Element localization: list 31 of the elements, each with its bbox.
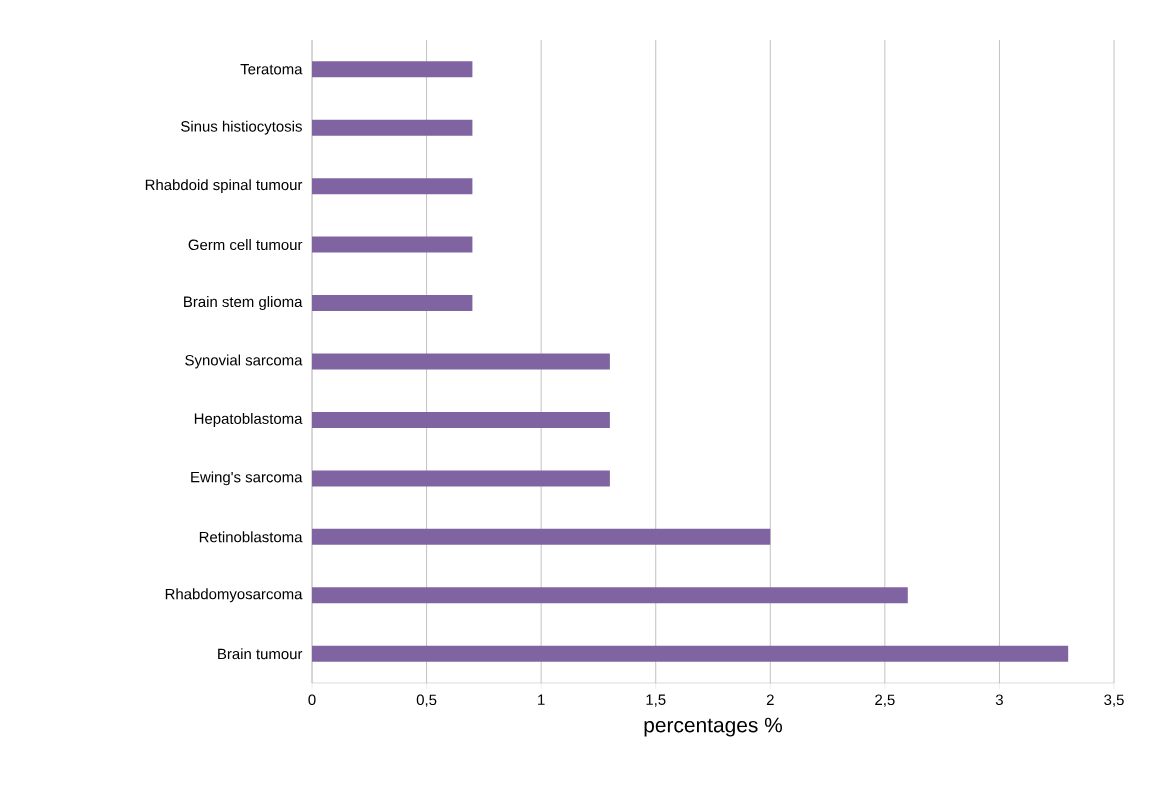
y-tick-label: Rhabdoid spinal tumour — [145, 179, 303, 194]
x-tick-label: 2,5 — [875, 694, 895, 707]
x-tick-label: 1,5 — [646, 694, 666, 707]
x-tick-label: 0,5 — [416, 694, 437, 707]
bar — [312, 587, 908, 604]
y-tick-label: Germ cell tumour — [188, 239, 303, 251]
bar — [312, 295, 473, 312]
bar — [312, 353, 610, 370]
y-tick-label: Synovial sarcoma — [185, 354, 303, 369]
bar — [312, 119, 473, 136]
x-tick-label: 3,5 — [1104, 694, 1124, 707]
bar — [312, 61, 473, 78]
y-tick-label: Sinus histiocytosis — [181, 120, 302, 135]
bar — [312, 470, 610, 487]
y-tick-label: Teratoma — [240, 64, 303, 75]
y-tick-label: Hepatoblastoma — [194, 412, 303, 427]
bar — [312, 645, 1069, 662]
y-tick-label: Rhabdomyosarcoma — [165, 588, 303, 603]
y-tick-label: Ewing's sarcoma — [191, 471, 303, 486]
x-tick-label: 1 — [538, 694, 545, 705]
x-tick-label: 3 — [995, 694, 1003, 706]
x-tick-label: 0 — [308, 694, 316, 706]
y-tick-label: Brain tumour — [218, 648, 303, 660]
x-axis-title: percentages % — [644, 717, 783, 737]
x-tick-label: 2 — [766, 694, 774, 705]
bar — [312, 178, 473, 195]
bar — [312, 411, 610, 428]
bar — [312, 236, 473, 253]
y-tick-label: Brain stem glioma — [184, 296, 303, 310]
y-tick-label: Retinoblastoma — [199, 531, 303, 543]
bar — [312, 528, 771, 545]
